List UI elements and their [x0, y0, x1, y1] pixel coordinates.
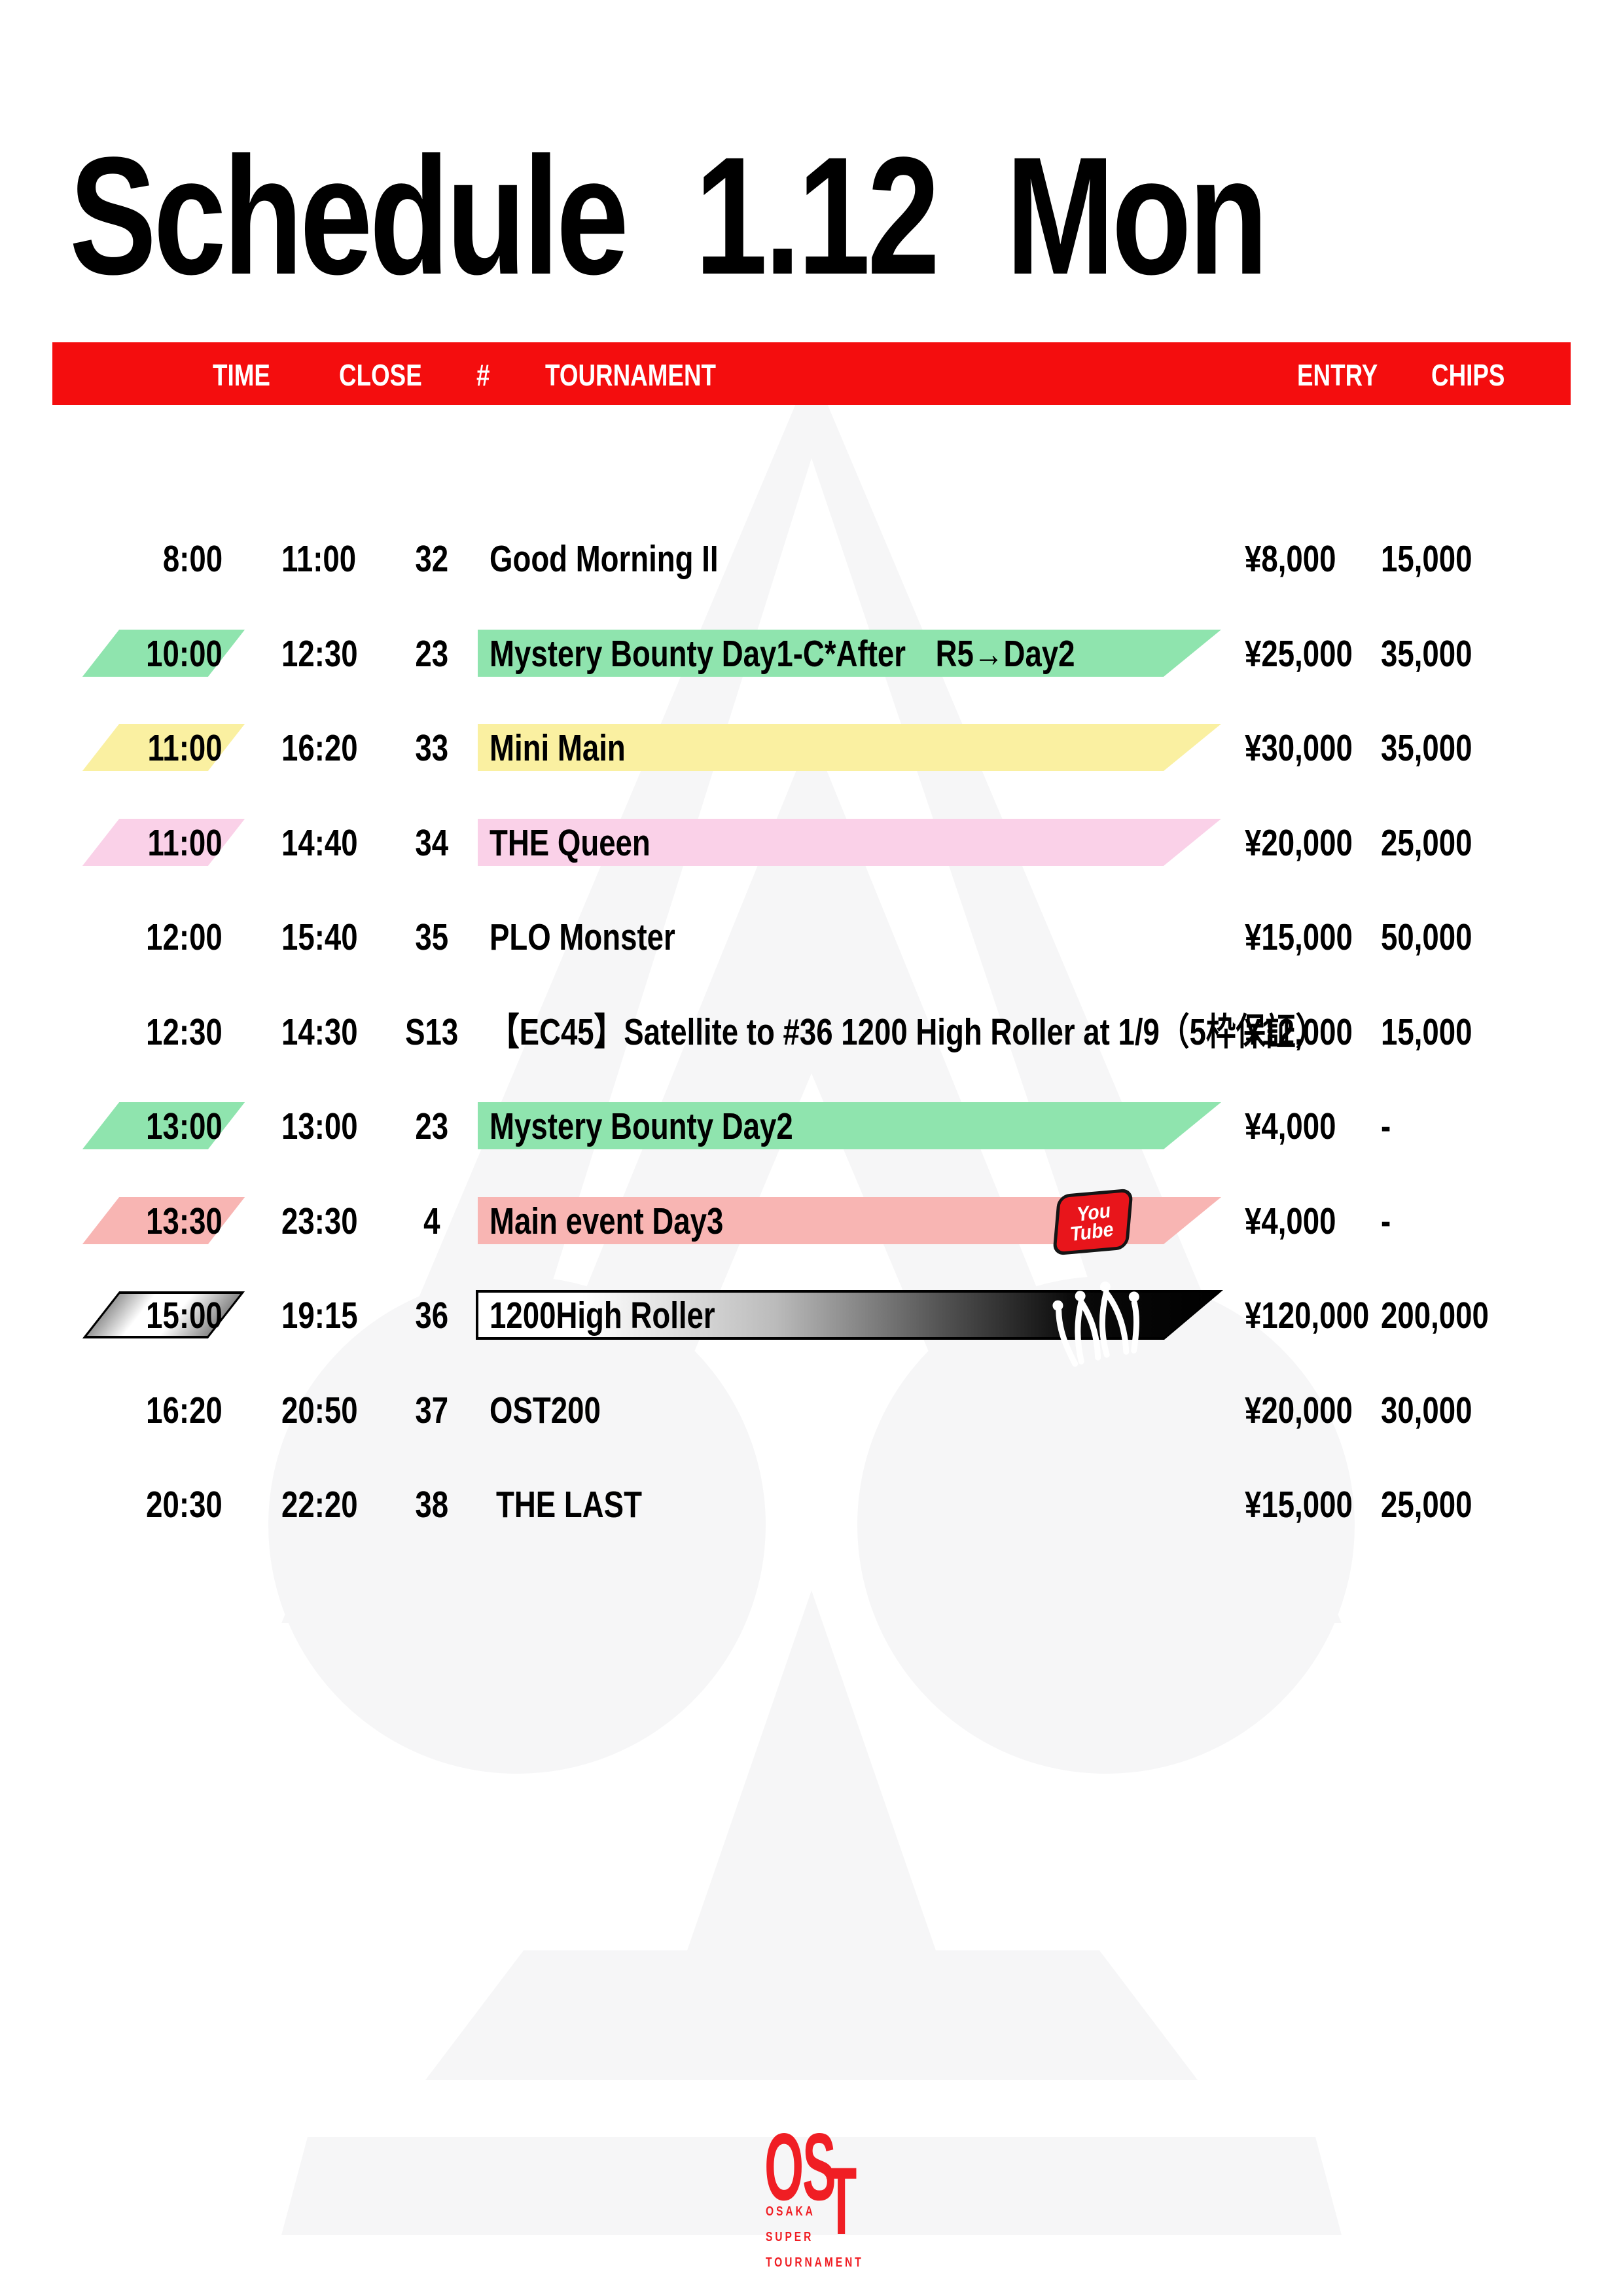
- table-row: 10:00 12:30 23 Mystery Bounty Day1-C*Aft…: [0, 630, 1623, 677]
- row-entry: ¥8,000: [1245, 538, 1336, 580]
- header-entry: ENTRY: [1297, 358, 1378, 392]
- youtube-icon[interactable]: You Tube: [1052, 1188, 1133, 1256]
- row-number: 23: [415, 1105, 449, 1147]
- row-number: 34: [415, 822, 449, 864]
- row-time: 13:30: [146, 1200, 223, 1242]
- page-title: Schedule 1.12 Mon: [69, 122, 1268, 310]
- row-number: 32: [415, 538, 449, 580]
- row-close: 19:15: [281, 1295, 358, 1336]
- row-close: 16:20: [281, 727, 358, 769]
- row-close: 20:50: [281, 1390, 358, 1431]
- row-chips: 35,000: [1381, 633, 1472, 675]
- row-number: 23: [415, 633, 449, 675]
- row-chips: 30,000: [1381, 1390, 1472, 1431]
- row-tournament: Mini Main: [490, 727, 626, 769]
- row-tournament: Good Morning II: [490, 538, 719, 580]
- row-close: 15:40: [281, 916, 358, 958]
- row-number: 4: [423, 1200, 440, 1242]
- row-chips: 25,000: [1381, 1484, 1472, 1526]
- row-close: 23:30: [281, 1200, 358, 1242]
- row-close: 14:40: [281, 822, 358, 864]
- row-number: 35: [415, 916, 449, 958]
- spade-pedestal: [425, 1950, 1198, 2080]
- row-tournament: THE LAST: [496, 1484, 642, 1526]
- tournament-highlight: [478, 630, 1221, 677]
- table-row: 12:00 15:40 35 PLO Monster ¥15,000 50,00…: [0, 913, 1623, 960]
- table-row: 16:20 20:50 37 OST200 ¥20,000 30,000: [0, 1386, 1623, 1433]
- row-close: 22:20: [281, 1484, 358, 1526]
- row-entry: ¥4,000: [1245, 1105, 1336, 1147]
- row-chips: 15,000: [1381, 538, 1472, 580]
- row-close: 14:30: [281, 1011, 358, 1053]
- tournament-highlight: [478, 819, 1221, 866]
- table-row: 8:00 11:00 32 Good Morning II ¥8,000 15,…: [0, 535, 1623, 582]
- ost-logo: OS T OSAKA SUPER TOURNAMENT: [764, 2113, 935, 2270]
- tournament-highlight: [478, 724, 1221, 771]
- row-time: 16:20: [146, 1390, 223, 1431]
- row-entry: ¥120,000: [1245, 1295, 1370, 1336]
- row-number: S13: [405, 1011, 459, 1053]
- row-time: 13:00: [146, 1105, 223, 1147]
- row-number: 33: [415, 727, 449, 769]
- row-entry: ¥15,000: [1245, 1484, 1353, 1526]
- row-entry: ¥25,000: [1245, 633, 1353, 675]
- ost-logo-t: T: [826, 2147, 857, 2254]
- row-chips: -: [1381, 1200, 1391, 1242]
- header-close: CLOSE: [339, 358, 422, 392]
- table-row: 11:00 16:20 33 Mini Main ¥30,000 35,000: [0, 724, 1623, 771]
- row-close: 13:00: [281, 1105, 358, 1147]
- table-row: 13:00 13:00 23 Mystery Bounty Day2 ¥4,00…: [0, 1102, 1623, 1149]
- table-row: 13:30 23:30 4 Main event Day3 You Tube ¥…: [0, 1188, 1623, 1256]
- row-tournament: Mystery Bounty Day1-C*After R5→Day2: [490, 633, 1075, 675]
- row-time: 20:30: [146, 1484, 223, 1526]
- row-chips: 200,000: [1381, 1295, 1489, 1336]
- tournament-highlight: [478, 1102, 1221, 1149]
- row-entry: ¥20,000: [1245, 822, 1353, 864]
- column-header-bar: TIME CLOSE # TOURNAMENT ENTRY CHIPS: [52, 342, 1571, 405]
- spade-stem: [687, 1590, 936, 1950]
- crown-icon: [1052, 1282, 1139, 1367]
- row-close: 12:30: [281, 633, 358, 675]
- row-time: 12:00: [146, 916, 223, 958]
- row-close: 11:00: [281, 538, 357, 580]
- table-row: 11:00 14:40 34 THE Queen ¥20,000 25,000: [0, 819, 1623, 866]
- row-entry: ¥30,000: [1245, 727, 1353, 769]
- row-time: 8:00: [162, 538, 223, 580]
- row-entry: ¥4,000: [1245, 1200, 1336, 1242]
- row-time: 15:00: [146, 1295, 223, 1336]
- row-time: 11:00: [147, 822, 223, 864]
- row-chips: 50,000: [1381, 916, 1472, 958]
- row-number: 38: [415, 1484, 449, 1526]
- row-chips: 15,000: [1381, 1011, 1472, 1053]
- header-chips: CHIPS: [1431, 358, 1505, 392]
- row-tournament: THE Queen: [490, 822, 651, 864]
- tournament-highlight-gradient: [476, 1290, 1223, 1340]
- row-tournament: Main event Day3: [490, 1200, 724, 1242]
- ost-logo-os: OS: [764, 2113, 836, 2220]
- table-row: 12:30 14:30 S13 【EC45】Satellite to #36 1…: [0, 1008, 1623, 1055]
- row-tournament: PLO Monster: [490, 916, 675, 958]
- row-entry: ¥12,000: [1245, 1011, 1353, 1053]
- row-entry: ¥15,000: [1245, 916, 1353, 958]
- row-time: 12:30: [146, 1011, 223, 1053]
- table-row: 15:00 19:15 36 1200High Roller ¥120,000 …: [0, 1282, 1623, 1367]
- row-chips: 25,000: [1381, 822, 1472, 864]
- row-tournament: OST200: [490, 1390, 601, 1431]
- row-tournament: Mystery Bounty Day2: [490, 1105, 793, 1147]
- header-number: #: [476, 358, 490, 392]
- row-chips: -: [1381, 1105, 1391, 1147]
- row-entry: ¥20,000: [1245, 1390, 1353, 1431]
- header-time: TIME: [213, 358, 270, 392]
- row-time: 10:00: [146, 633, 223, 675]
- ost-logo-text: OSAKA SUPER TOURNAMENT: [766, 2204, 864, 2270]
- row-time: 11:00: [147, 727, 223, 769]
- row-number: 37: [415, 1390, 449, 1431]
- row-number: 36: [415, 1295, 449, 1336]
- header-tournament: TOURNAMENT: [545, 358, 716, 392]
- table-row: 20:30 22:20 38 THE LAST ¥15,000 25,000: [0, 1480, 1623, 1528]
- row-tournament: 1200High Roller: [490, 1295, 715, 1336]
- row-chips: 35,000: [1381, 727, 1472, 769]
